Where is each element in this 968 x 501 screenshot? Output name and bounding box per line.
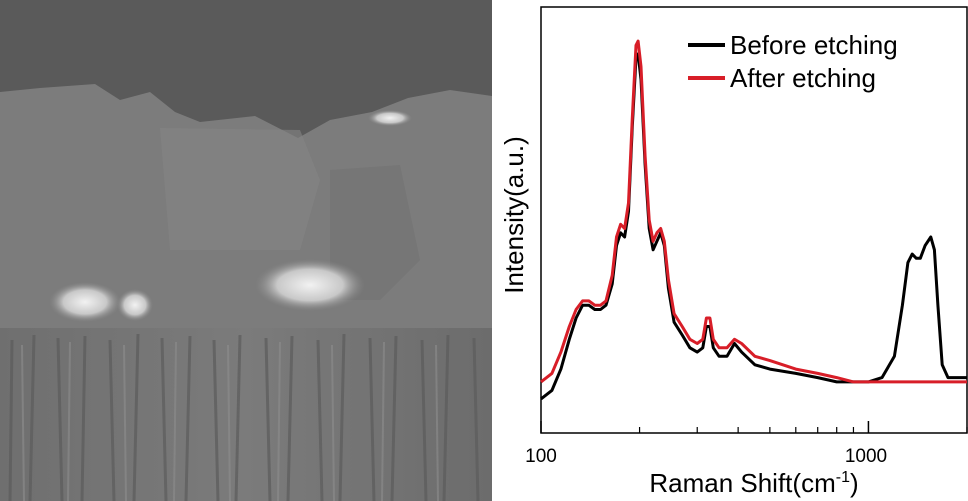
sem-columnar-layer [0,328,492,501]
legend-label-after: After etching [730,63,876,93]
legend: Before etching After etching [688,30,898,93]
plot-frame [540,6,968,434]
sem-top-layer-shade [160,128,320,250]
y-axis-label: Intensity(a.u.) [499,136,529,294]
sem-bright-particle [368,110,412,126]
series-line-after-etching [540,39,967,384]
raman-chart: 100 1000 Raman Shift(cm-1) Intensity(a.u… [499,6,968,498]
legend-label-before: Before etching [730,30,898,60]
sem-columns-light [21,341,439,501]
sem-micrograph [0,0,492,501]
sem-columns [8,333,480,501]
sem-bright-particle [117,289,153,321]
sem-top-layer-shade-right [330,165,420,300]
sem-bright-particle [49,282,121,322]
x-axis-label: Raman Shift(cm-1) [649,468,858,498]
series-layer [540,39,967,401]
x-axis-label-main: Raman Shift(cm [649,468,835,498]
x-axis-label-tail: ) [850,468,859,498]
x-ticks [540,421,968,433]
sem-bright-particle [255,259,365,311]
x-tick-label-1000: 1000 [845,446,887,467]
x-tick-label-100: 100 [525,446,557,467]
series-line-before-etching [540,52,967,401]
x-axis-label-superscript: -1 [836,469,850,486]
